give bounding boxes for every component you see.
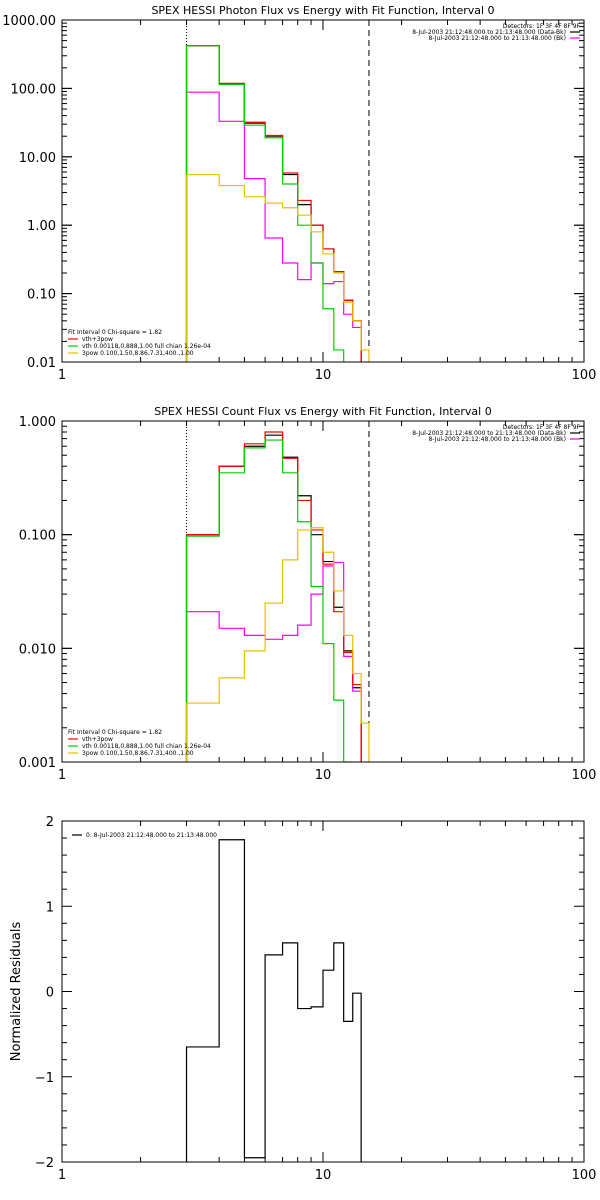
- series-line-1: [185, 45, 362, 362]
- x-tick-label: 10: [315, 1168, 332, 1183]
- legend-detectors: Detectors: 1F 3F 4F 8F 9F: [503, 23, 581, 30]
- y-tick-label: 2: [46, 815, 54, 830]
- legend-fit-title: Fit Interval 0 Chi-square = 1.82: [68, 729, 162, 736]
- legend-bottom-label: vth+3pow: [82, 736, 113, 743]
- legend-bottom-label: vth 0.00118,0.888,1.00 full chian 1.26e-…: [82, 743, 211, 750]
- x-tick-label: 100: [572, 368, 597, 383]
- chart-3: Normalized Residuals 1 10 100 −2 −1 0 1 2 0. 8-Ju…: [9, 815, 596, 1183]
- legend-bottom-label: vth 0.00118,0.888,1.00 full chian 1.26e-…: [82, 343, 211, 350]
- series-line-1: [185, 839, 362, 1162]
- plot-frame: [61, 420, 585, 763]
- y-tick-label: 0.010: [19, 642, 56, 657]
- legend-detectors: Detectors: 1F 3F 4F 8F 9F: [503, 424, 581, 431]
- y-tick-label: 1.000: [19, 415, 56, 430]
- x-tick-label: 1: [58, 768, 66, 783]
- series-group: [185, 431, 370, 762]
- series-group: [185, 45, 370, 362]
- legend-top-label: 8-Jul-2003 21:12:48.000 to 21:13:48.000 …: [428, 436, 566, 443]
- legend-top-label: 8-Jul-2003 21:12:48.000 to 21:13:48.000 …: [412, 29, 566, 36]
- legend-bottom-label: 3pow 0.100,1.50,8.86,7.31,400.,1.00: [82, 350, 194, 357]
- y-tick-label: 1000.00: [2, 14, 56, 29]
- y-tick-label: 0.10: [27, 288, 56, 303]
- y-tick-label: −1: [35, 1071, 54, 1086]
- legend-fit-title: Fit Interval 0 Chi-square = 1.82: [68, 329, 162, 336]
- y-axis-label: Normalized Residuals: [9, 922, 24, 1062]
- series-line-3: [185, 431, 362, 762]
- x-tick-label: 1: [58, 368, 66, 383]
- chart-title: SPEX HESSI Count Flux vs Energy with Fit…: [154, 405, 491, 418]
- x-tick-label: 10: [315, 368, 332, 383]
- plot-frame: [61, 820, 585, 1163]
- x-tick-label: 1: [58, 1168, 66, 1183]
- x-tick-label: 100: [572, 768, 597, 783]
- series-line-2: [185, 561, 362, 762]
- legend-top-label: 8-Jul-2003 21:12:48.000 to 21:13:48.000 …: [428, 35, 566, 42]
- y-tick-label: 0.001: [19, 756, 56, 771]
- y-tick-label: −2: [35, 1156, 54, 1171]
- chart-2: SPEX HESSI Count Flux vs Energy with Fit…: [19, 405, 597, 783]
- y-tick-label: 0: [46, 986, 54, 1001]
- y-tick-label: 1.00: [27, 219, 56, 234]
- y-tick-label: 1: [46, 900, 54, 915]
- legend-bottom-label: vth+3pow: [82, 336, 113, 343]
- series-line-4: [185, 45, 345, 362]
- legend-top-label: 8-Jul-2003 21:12:48.000 to 21:13:48.000 …: [412, 430, 566, 437]
- x-tick-label: 10: [315, 768, 332, 783]
- series-group: [185, 839, 362, 1162]
- x-tick-label: 100: [572, 1168, 597, 1183]
- chart-title: SPEX HESSI Photon Flux vs Energy with Fi…: [151, 4, 494, 17]
- y-tick-label: 100.00: [11, 82, 57, 97]
- y-tick-label: 10.00: [19, 151, 56, 166]
- plot-frame: [61, 19, 585, 363]
- legend-label: 0. 8-Jul-2003 21:12:48.000 to 21:13:48.0…: [86, 832, 217, 839]
- series-line-5: [185, 527, 370, 762]
- series-line-3: [185, 45, 362, 362]
- y-tick-label: 0.01: [27, 356, 56, 371]
- chart-1: SPEX HESSI Photon Flux vs Energy with Fi…: [2, 4, 596, 383]
- series-line-5: [185, 173, 370, 362]
- series-line-4: [185, 439, 354, 762]
- y-tick-label: 0.100: [19, 529, 56, 544]
- series-line-2: [185, 91, 362, 362]
- series-line-1: [185, 434, 362, 762]
- legend-bottom-label: 3pow 0.100,1.50,8.86,7.31,400.,1.00: [82, 750, 194, 757]
